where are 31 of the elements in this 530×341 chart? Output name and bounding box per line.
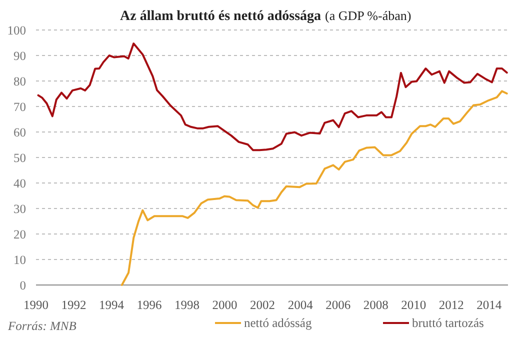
y-tick-label: 60 (14, 125, 26, 140)
x-tick-label: 2012 (438, 298, 464, 312)
x-tick-label: 1996 (136, 298, 162, 312)
legend-label: nettó adósság (244, 316, 312, 330)
chart-subtitle: (a GDP %-ában) (325, 8, 412, 23)
x-tick-label: 1998 (174, 298, 200, 312)
x-tick-label: 2008 (363, 298, 388, 312)
y-tick-label: 90 (14, 48, 26, 63)
x-tick-label: 2006 (326, 298, 351, 312)
x-tick-label: 2010 (401, 298, 426, 312)
y-tick-label: 70 (14, 100, 26, 114)
line-series (37, 42, 508, 152)
x-tick-label: 2014 (476, 298, 502, 312)
x-tick-label: 1992 (61, 298, 86, 312)
line-series (120, 90, 508, 286)
y-tick-label: 0 (20, 278, 26, 292)
y-tick-label: 20 (14, 227, 26, 242)
x-tick-label: 1990 (24, 298, 48, 312)
y-tick-label: 80 (14, 74, 26, 88)
y-tick-label: 30 (14, 202, 26, 216)
y-tick-label: 10 (14, 252, 26, 267)
x-tick-label: 2004 (288, 298, 314, 312)
x-tick-label: 2000 (212, 298, 238, 312)
y-tick-label: 50 (14, 150, 26, 165)
x-tick-label: 1994 (99, 298, 125, 312)
chart-title: Az állam bruttó és nettó adóssága (120, 9, 322, 24)
legend-label: bruttó tartozás (412, 316, 484, 330)
y-tick-label: 40 (14, 176, 26, 190)
text: Forrás: MNB (7, 319, 77, 333)
x-tick-label: 2002 (250, 298, 276, 312)
y-tick-label: 100 (7, 23, 26, 38)
